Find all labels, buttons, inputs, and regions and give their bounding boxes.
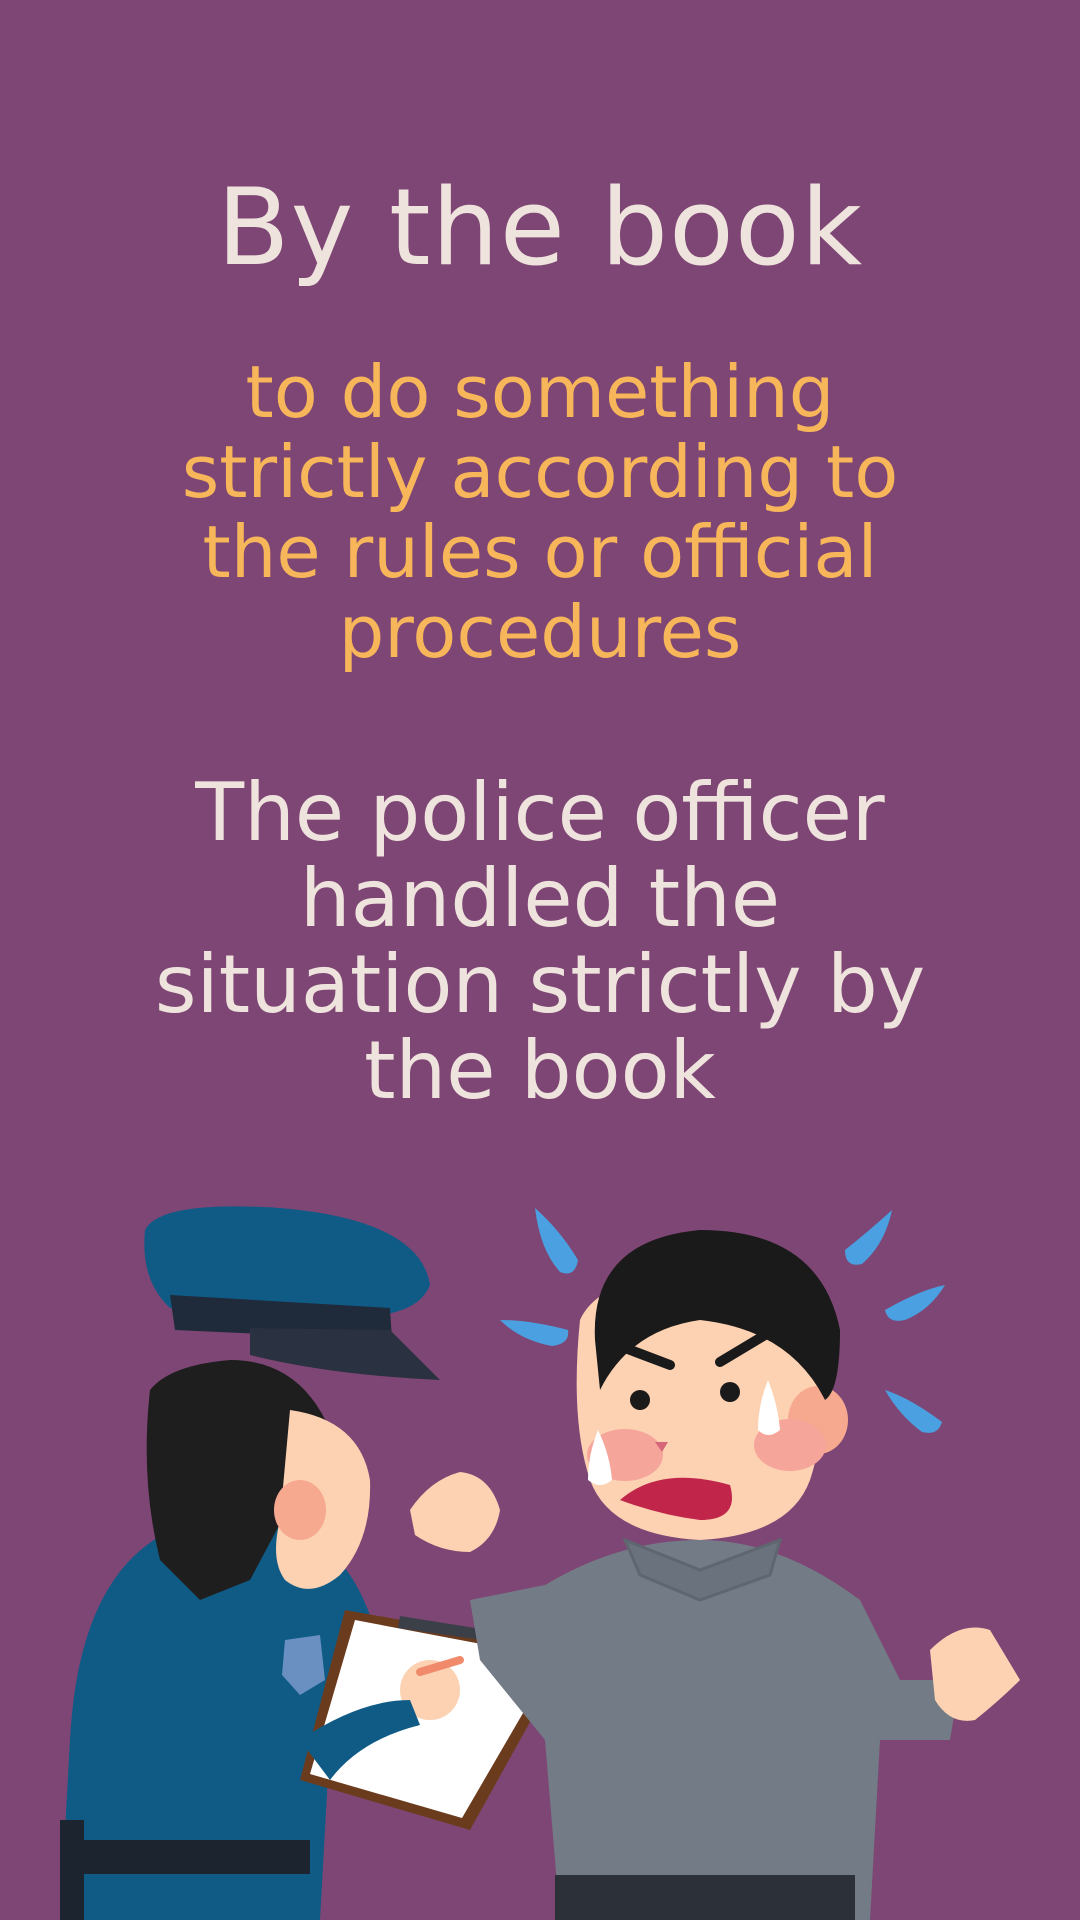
officer-uniform — [60, 1520, 420, 1920]
sweat-drop-icon — [535, 1208, 578, 1274]
idiom-definition: to do something strictly according to th… — [181, 350, 899, 674]
man-pants — [555, 1875, 855, 1920]
sweat-drop-icon — [845, 1210, 892, 1265]
officer-ear — [274, 1480, 326, 1540]
officer-cap-visor — [250, 1328, 440, 1380]
officer-belt — [60, 1840, 310, 1874]
police-officer-figure — [60, 1206, 570, 1920]
officer-cap — [144, 1206, 430, 1315]
officer-hair — [146, 1360, 330, 1600]
officer-cap-band — [170, 1295, 392, 1340]
man-left-hand — [410, 1472, 500, 1552]
sweat-drop-icon — [885, 1285, 945, 1321]
idiom-title: By the book — [216, 166, 864, 289]
sweat-drop-icon — [885, 1390, 942, 1433]
man-right-hand — [930, 1627, 1020, 1721]
idiom-example-sentence: The police officer handled the situation… — [154, 766, 926, 1117]
man-mouth — [620, 1477, 732, 1520]
flustered-man-figure — [410, 1208, 1020, 1920]
officer-hand — [400, 1660, 460, 1720]
man-sweater — [470, 1540, 960, 1920]
sweat-drop-icon — [500, 1320, 569, 1346]
officer-badge-patch — [282, 1635, 325, 1695]
man-hair — [594, 1230, 840, 1400]
police-and-man-illustration — [60, 1206, 1020, 1920]
